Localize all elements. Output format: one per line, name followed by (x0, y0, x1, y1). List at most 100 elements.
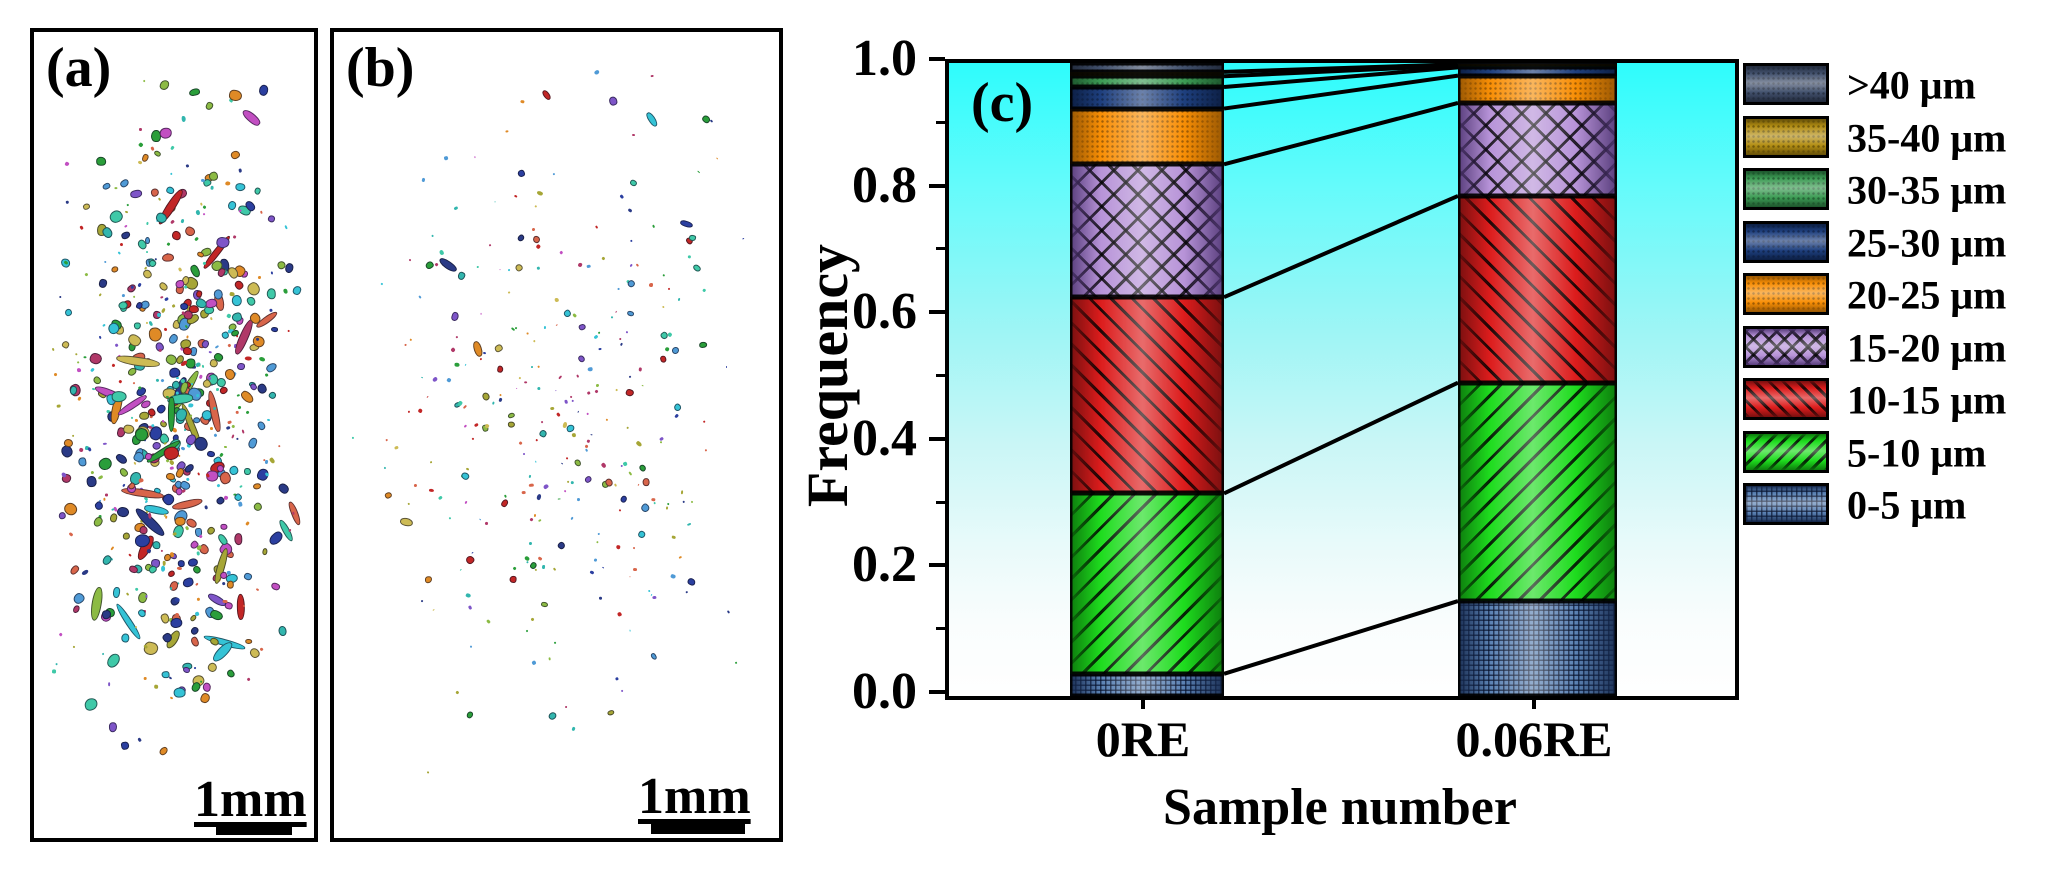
particle (513, 262, 524, 274)
particle (399, 516, 413, 527)
particle (659, 441, 663, 444)
connector-line (1223, 599, 1459, 676)
bar-segment (1458, 75, 1617, 103)
particle (438, 495, 444, 501)
particle (459, 568, 462, 571)
particle (614, 676, 619, 682)
particle (725, 366, 728, 369)
particle (102, 323, 106, 327)
particle (503, 494, 507, 498)
particle (637, 463, 647, 473)
particle (529, 517, 534, 522)
legend-label: 20-25 μm (1847, 272, 2007, 318)
particle (577, 497, 581, 502)
particle (483, 351, 487, 355)
particle (183, 428, 187, 432)
bar-segment (1458, 195, 1617, 383)
bar-segment (1070, 673, 1224, 696)
connector-line (1223, 63, 1459, 74)
legend-swatch (1743, 220, 1829, 263)
particle (216, 483, 221, 488)
particle (595, 383, 599, 387)
particle (213, 432, 218, 438)
particle (690, 500, 694, 504)
particle (554, 297, 560, 303)
bar-segment (1458, 64, 1617, 66)
particle (194, 236, 200, 242)
particle (277, 444, 281, 448)
legend-label: >40 μm (1847, 62, 1976, 108)
particle (649, 651, 658, 661)
particle (92, 500, 105, 512)
particle (536, 493, 543, 501)
particle (673, 413, 679, 420)
particle (90, 367, 95, 373)
particle (68, 532, 74, 538)
particle (615, 545, 621, 550)
particle (677, 297, 681, 302)
x-tick (1531, 696, 1536, 709)
legend-label: 30-35 μm (1847, 167, 2007, 213)
particle (110, 265, 120, 273)
panel-b: (b) 1mm (330, 28, 783, 842)
particle (534, 568, 537, 571)
particle (549, 406, 555, 411)
particle (536, 386, 540, 391)
particle (455, 690, 460, 695)
particle (394, 445, 399, 451)
particle (600, 462, 607, 469)
particle (601, 566, 605, 569)
particle (631, 133, 635, 136)
particle (117, 251, 122, 256)
particle (531, 227, 536, 231)
particle (538, 429, 549, 439)
particle (219, 523, 228, 531)
particle (121, 633, 130, 643)
particle (208, 351, 213, 355)
particle (666, 506, 669, 510)
particle (157, 280, 170, 293)
particle (188, 87, 201, 97)
particle (619, 494, 629, 505)
particle (51, 347, 55, 352)
scale-label-a: 1mm (194, 771, 307, 828)
particle (256, 419, 267, 431)
particle (221, 581, 226, 586)
particle (68, 564, 81, 577)
particle (92, 515, 105, 529)
particle (426, 771, 429, 774)
particle (572, 312, 578, 318)
particle (166, 569, 176, 578)
particle (104, 493, 108, 496)
particle (702, 420, 706, 423)
particle (381, 282, 384, 285)
particle (541, 565, 546, 570)
particle (627, 426, 630, 429)
particle (125, 592, 130, 597)
particle (517, 168, 526, 178)
particle (431, 376, 439, 383)
particle (137, 160, 143, 165)
particle (671, 534, 677, 539)
particle (587, 264, 592, 268)
particle (204, 100, 214, 111)
particle (530, 617, 536, 622)
particle (536, 266, 540, 270)
particle (114, 187, 118, 190)
particle (685, 591, 688, 593)
particle (208, 607, 225, 622)
panel-a: (a) 1mm (30, 28, 318, 842)
particle (537, 365, 540, 368)
particle (565, 457, 569, 461)
particle (58, 632, 63, 638)
particle (518, 376, 521, 380)
particle (256, 383, 269, 396)
particle (119, 242, 124, 246)
particle (649, 283, 654, 288)
particle (225, 181, 231, 186)
particle (189, 635, 200, 648)
particle (563, 489, 567, 493)
particle (421, 376, 424, 379)
particle (533, 204, 537, 208)
particle (227, 343, 232, 348)
